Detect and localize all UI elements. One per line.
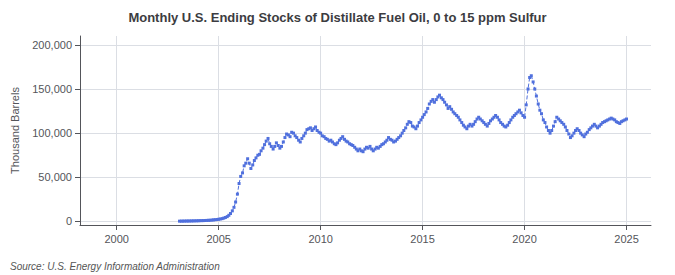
svg-text:2005: 2005 [206, 233, 230, 245]
svg-text:50,000: 50,000 [38, 171, 72, 183]
svg-text:Source: U.S. Energy Informatio: Source: U.S. Energy Information Administ… [10, 261, 220, 272]
svg-text:2010: 2010 [308, 233, 332, 245]
svg-text:150,000: 150,000 [32, 83, 72, 95]
svg-text:2000: 2000 [104, 233, 128, 245]
svg-text:0: 0 [66, 215, 72, 227]
svg-text:2020: 2020 [512, 233, 536, 245]
svg-text:2025: 2025 [614, 233, 638, 245]
svg-text:2015: 2015 [410, 233, 434, 245]
svg-text:Monthly U.S. Ending Stocks of: Monthly U.S. Ending Stocks of Distillate… [128, 10, 546, 25]
svg-text:Thousand Barrels: Thousand Barrels [9, 87, 21, 174]
svg-text:200,000: 200,000 [32, 39, 72, 51]
svg-text:100,000: 100,000 [32, 127, 72, 139]
